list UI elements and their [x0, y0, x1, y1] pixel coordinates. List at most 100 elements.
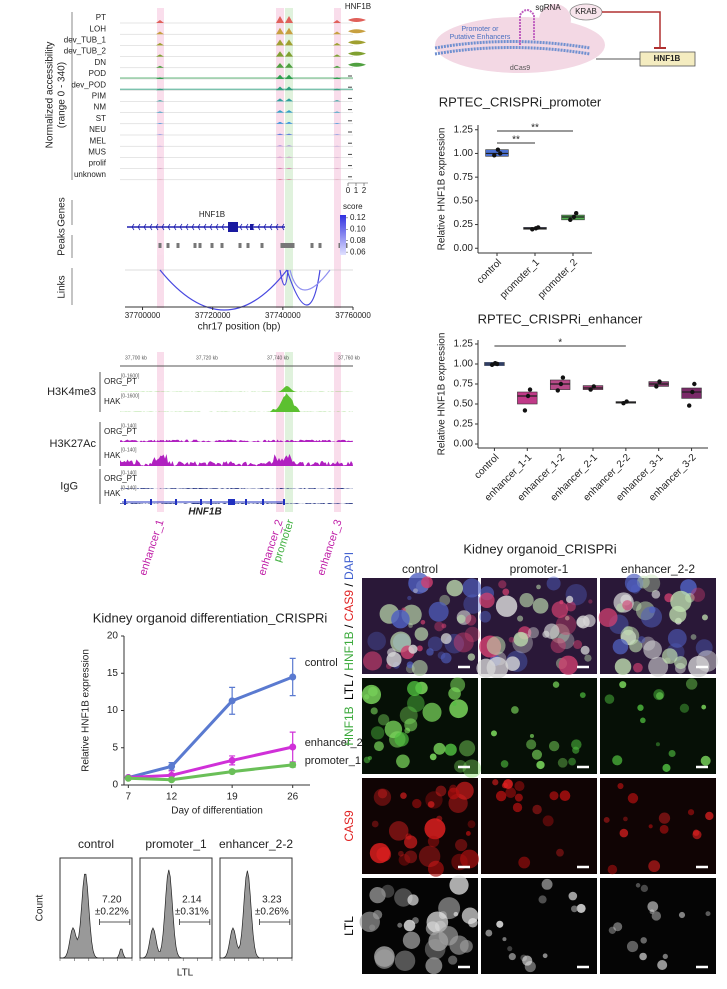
gene-arrow [131, 223, 135, 231]
side-label: Genes [57, 197, 68, 226]
micrograph [600, 678, 716, 774]
gate-sd: ±0.31% [175, 907, 209, 918]
cell-blob [648, 606, 656, 614]
krab: KRAB [575, 7, 597, 16]
cell-blob [511, 706, 519, 714]
track-peak [333, 54, 341, 57]
x-tick-label: 37720000 [195, 311, 231, 320]
image-background [600, 778, 716, 874]
cell-blob [408, 644, 418, 654]
gene-name: HNF1B [188, 507, 221, 518]
ruler-label: 37,740 kb [267, 355, 289, 361]
track-label: dev_POD [71, 80, 106, 89]
cell-blob [639, 952, 647, 961]
cell-blob [418, 845, 441, 868]
cell-blob [640, 717, 646, 724]
expression-tick-label: 1 [354, 186, 359, 195]
micrograph [476, 576, 597, 679]
cell-blob [619, 681, 627, 689]
cell-blob [463, 594, 483, 614]
cell-blob [700, 755, 711, 766]
series-line [128, 745, 294, 780]
cell-blob [580, 645, 590, 655]
significance-label: ** [512, 135, 520, 146]
cell-blob [490, 730, 497, 737]
cell-blob [527, 627, 539, 639]
cell-blob [425, 957, 443, 975]
track-peak [333, 134, 341, 135]
cell-blob [556, 848, 564, 857]
data-point [690, 389, 695, 395]
range-label: [0-1600] [121, 373, 140, 379]
signal-track [120, 453, 353, 466]
cell-blob [427, 801, 435, 808]
track-peak [276, 133, 284, 135]
ruler-label: 37,720 kb [196, 355, 218, 361]
x-tick-label: 37740000 [265, 311, 301, 320]
cell-blob [398, 854, 411, 866]
y-axis-label: Normalized accessibility [45, 42, 56, 149]
track-peak [285, 16, 293, 23]
track-peak [285, 98, 293, 102]
cell-blob [648, 656, 669, 677]
cell-blob [505, 787, 516, 798]
gene-exon [250, 224, 253, 230]
micrograph [362, 572, 483, 676]
data-point [228, 756, 236, 764]
cell-blob [635, 883, 641, 888]
track-peak [276, 51, 284, 57]
x-tick-label: 37700000 [125, 311, 161, 320]
row-label-part: / [342, 621, 356, 631]
micrograph [361, 677, 482, 778]
exon [228, 499, 235, 505]
cell-blob [661, 648, 678, 664]
y-axis-label: Relative HNF1B expression [437, 333, 448, 456]
cell-blob [412, 798, 422, 809]
cell-blob [407, 595, 412, 601]
cell-blob [623, 816, 628, 822]
cell-blob [546, 576, 561, 591]
x-tick-label: 19 [227, 792, 239, 803]
track-peak [285, 179, 293, 180]
gate-percent: 7.20 [102, 895, 122, 906]
micrograph [359, 875, 479, 975]
cell-blob [404, 850, 418, 864]
cell-blob [467, 653, 476, 661]
cell-blob [633, 662, 643, 673]
range-label: [0-1600] [121, 393, 140, 399]
dcas9: dCas9 [510, 65, 530, 72]
cell-blob [495, 595, 518, 617]
track-label: NEU [89, 125, 106, 134]
y-tick-label: 1.25 [454, 124, 474, 135]
data-point [525, 393, 531, 399]
cell-blob [555, 614, 577, 635]
sample-label: ORG_PT [104, 427, 137, 436]
cell-blob [367, 631, 386, 651]
row-label-part: / [342, 580, 356, 590]
cell-blob [512, 802, 523, 813]
cell-blob [584, 654, 592, 662]
data-point [527, 387, 533, 392]
cell-blob [526, 739, 537, 750]
gene-arrow [215, 223, 219, 231]
cell-blob [532, 804, 542, 815]
chart-title: RPTEC_CRISPRi_promoter [439, 94, 602, 109]
data-point [535, 225, 541, 230]
x-tick-label: 37760000 [335, 311, 371, 320]
column-label: enhancer_2-2 [621, 562, 695, 576]
data-point [228, 768, 236, 776]
cell-blob [413, 588, 418, 594]
y-tick-label: 0.50 [454, 195, 474, 206]
gene-arrow [281, 223, 285, 231]
data-point [568, 217, 573, 223]
exon [175, 499, 177, 505]
data-point [692, 381, 697, 387]
cell-blob [414, 627, 429, 641]
cell-blob [394, 950, 416, 971]
cell-blob [701, 704, 707, 710]
track-peak [285, 156, 293, 158]
exon [200, 499, 202, 505]
series-label: promoter_1 [305, 755, 361, 767]
cell-blob [369, 887, 386, 904]
links [125, 269, 353, 311]
